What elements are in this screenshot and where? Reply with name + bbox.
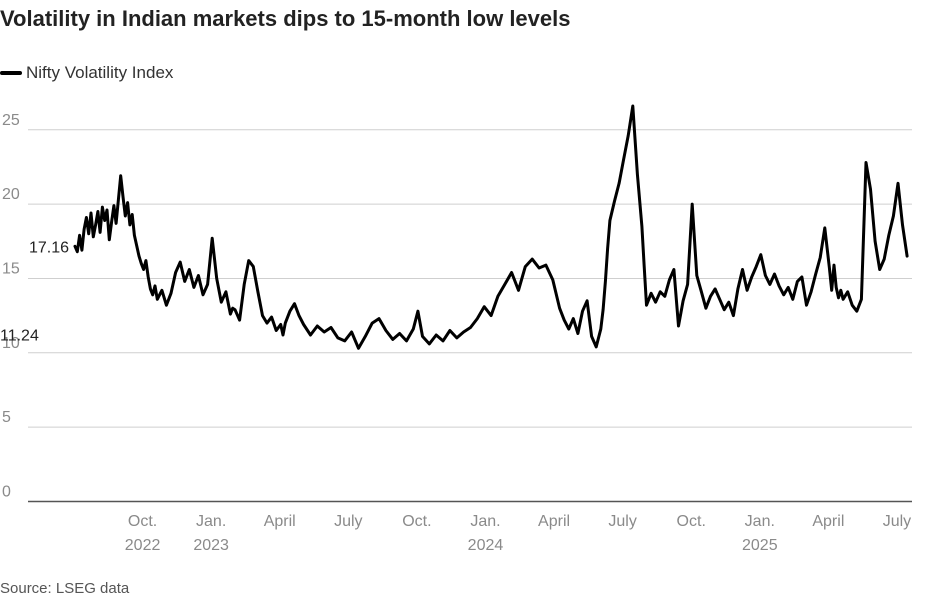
- x-tick-year-label: 2023: [193, 537, 229, 554]
- y-tick-label: 20: [2, 186, 20, 203]
- x-tick-year-label: 2025: [742, 537, 778, 554]
- x-tick-label: July: [608, 513, 636, 530]
- x-tick-label: Jan.: [470, 513, 500, 530]
- legend: Nifty Volatility Index: [0, 63, 173, 83]
- x-tick-label: Oct.: [402, 513, 431, 530]
- legend-swatch: [0, 71, 22, 75]
- series-layer: [73, 104, 909, 350]
- x-tick-label: Oct.: [128, 513, 157, 530]
- x-tick-label: April: [538, 513, 570, 530]
- x-tick-label: Oct.: [677, 513, 706, 530]
- x-tick-year-label: 2022: [125, 537, 161, 554]
- x-tick-label: April: [812, 513, 844, 530]
- source-note: Source: LSEG data: [0, 580, 130, 597]
- annotation-layer: 17.16 11.24: [0, 239, 69, 344]
- start-value-label: 17.16: [29, 239, 69, 256]
- x-tick-label: Jan.: [196, 513, 226, 530]
- x-tick-label: Jan.: [745, 513, 775, 530]
- y-tick-label: 15: [2, 260, 20, 277]
- x-tick-year-label: 2024: [468, 537, 504, 554]
- x-tick-label: July: [883, 513, 911, 530]
- y-tick-label: 25: [2, 112, 20, 129]
- end-value-label: 11.24: [0, 327, 39, 344]
- x-tick-label: July: [334, 513, 362, 530]
- grid-layer: 0 5 10 15 20 25: [2, 112, 912, 503]
- y-tick-label: 0: [2, 484, 11, 501]
- legend-label: Nifty Volatility Index: [26, 63, 174, 82]
- y-tick-label: 10: [2, 335, 20, 352]
- series-line: [73, 104, 909, 350]
- x-axis-labels: Oct. 2022 Jan. 2023 April July Oct. Jan. 2024 Apr…: [125, 513, 911, 554]
- y-tick-label: 5: [2, 409, 11, 426]
- chart-title: Volatility in Indian markets dips to 15-…: [0, 6, 571, 31]
- x-tick-label: April: [264, 513, 296, 530]
